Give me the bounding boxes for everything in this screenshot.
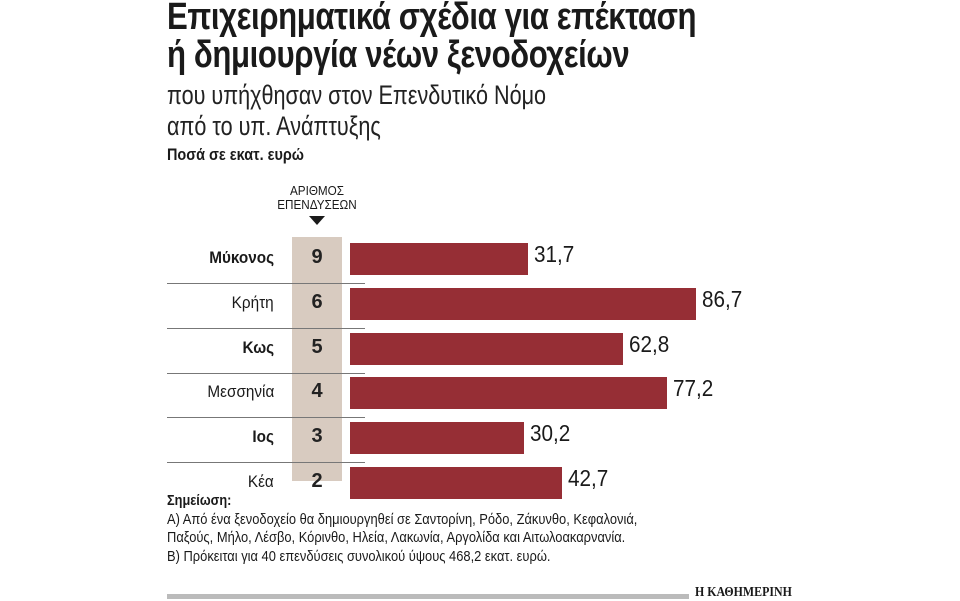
value-label: 31,7	[534, 241, 575, 267]
investment-count: 3	[311, 425, 323, 448]
bar	[350, 287, 696, 320]
kathimerini-logo: Η ΚΑΘΗΜΕΡΙΝΗ	[695, 585, 792, 600]
chart-title-line-1: Επιχειρηματικά σχέδια για επέκταση	[167, 0, 697, 38]
category-label: Κέα	[248, 472, 274, 491]
down-arrow-icon	[309, 216, 325, 225]
category-label: Κως	[242, 337, 274, 357]
note-a-line-1: Α) Από ένα ξενοδοχείο θα δημιουργηθεί σε…	[167, 511, 638, 528]
category-label: Ιος	[252, 427, 274, 447]
chart-subtitle-line-1: που υπήχθησαν στον Επενδυτικό Νόμο	[167, 80, 547, 110]
investment-count: 4	[311, 380, 323, 403]
chart-subtitle-line-2: από το υπ. Ανάπτυξης	[167, 111, 381, 141]
footer-rule	[167, 594, 689, 599]
bar	[350, 332, 623, 365]
row-divider	[167, 327, 365, 329]
row-divider	[167, 462, 365, 464]
value-label: 77,2	[672, 375, 713, 402]
row-divider	[167, 283, 365, 284]
investment-count: 9	[311, 246, 323, 268]
category-label: Κρήτη	[232, 292, 274, 312]
value-label: 30,2	[529, 420, 571, 447]
bar	[350, 377, 667, 410]
investment-count: 6	[311, 290, 323, 313]
note-b: Β) Πρόκειται για 40 επενδύσεις συνολικού…	[167, 548, 551, 565]
count-column-background	[292, 237, 342, 481]
chart-title-line-2: ή δημιουργία νέων ξενοδοχείων	[167, 34, 630, 76]
row-divider	[167, 417, 365, 419]
units-label: Ποσά σε εκατ. ευρώ	[167, 145, 305, 164]
value-label: 42,7	[567, 465, 609, 491]
value-label: 62,8	[628, 330, 670, 357]
count-header-line-2: ΕΠΕΝΔΥΣΕΩΝ	[277, 197, 357, 212]
count-column-header: ΑΡΙΘΜΟΣ ΕΠΕΝΔΥΣΕΩΝ	[268, 184, 367, 212]
bar	[350, 243, 529, 275]
category-label: Μεσσηνία	[207, 382, 274, 402]
value-label: 86,7	[701, 285, 742, 312]
bar	[350, 422, 524, 455]
count-header-line-1: ΑΡΙΘΜΟΣ	[289, 183, 345, 198]
category-label: Μύκονος	[209, 248, 274, 267]
investment-count: 5	[311, 335, 323, 358]
investment-count: 2	[311, 470, 323, 492]
bar	[350, 467, 562, 499]
note-heading: Σημείωση:	[167, 492, 232, 509]
row-divider	[167, 372, 365, 374]
note-a-line-2: Παξούς, Μήλο, Λέσβο, Κόρινθο, Ηλεία, Λακ…	[167, 529, 626, 546]
